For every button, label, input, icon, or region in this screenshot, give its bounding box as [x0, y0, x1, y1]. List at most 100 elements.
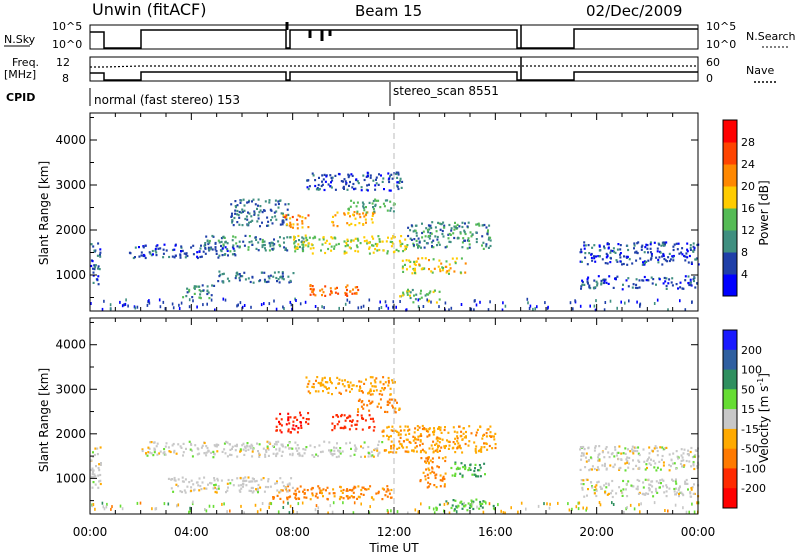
velocity-cell [432, 431, 434, 434]
power-cell [689, 244, 692, 247]
velocity-cell [159, 450, 162, 453]
power-cell [377, 199, 380, 202]
power-cell [349, 290, 352, 293]
power-cell [250, 215, 253, 218]
power-cell [359, 242, 362, 245]
power-cell [672, 254, 675, 258]
power-cell [288, 281, 291, 284]
velocity-cell [423, 450, 426, 453]
velocity-cell [348, 496, 351, 499]
power-ground-cell [103, 299, 105, 303]
velocity-cell [351, 384, 354, 387]
velocity-cell [371, 376, 374, 379]
velocity-cell [99, 463, 102, 466]
power-cell [464, 232, 467, 236]
power-cell [301, 222, 304, 225]
power-cell [672, 245, 675, 248]
velocity-cell [594, 485, 597, 488]
power-cell [181, 249, 184, 252]
velocity-cell [599, 485, 602, 488]
power-cell [333, 247, 336, 250]
velocity-cell [624, 469, 627, 472]
velocity-cell [423, 427, 426, 430]
velocity-cell [404, 450, 407, 453]
power-cell [475, 238, 478, 241]
power-cell [252, 198, 255, 201]
velocity-cell [314, 390, 317, 393]
velocity-ground-cell [111, 505, 113, 509]
power-cell [362, 174, 365, 177]
power-cell [418, 297, 421, 301]
velocity-cell [379, 381, 382, 384]
velocity-cell [349, 454, 352, 458]
velocity-cell [156, 442, 159, 445]
power-cell [206, 285, 209, 288]
velocity-cell [263, 490, 266, 493]
velocity-cell [365, 488, 368, 491]
power-cell [668, 278, 671, 281]
velocity-ground-cell [243, 511, 245, 515]
velocity-cell [149, 451, 151, 454]
velocity-cell [461, 475, 464, 479]
velocity-cell [597, 453, 600, 457]
velocity-cell [156, 453, 159, 456]
power-cell [345, 251, 348, 254]
velocity-cell [618, 445, 621, 448]
power-cell [236, 204, 239, 207]
power-cell [430, 270, 433, 273]
velocity-cell [581, 452, 583, 455]
power-cell [635, 283, 638, 286]
velocity-cell [483, 433, 486, 436]
velocity-cell [479, 425, 482, 429]
power-cell [481, 235, 484, 238]
velocity-cell [338, 450, 341, 453]
velocity-cell [443, 428, 446, 432]
velocity-ground-cell [639, 510, 641, 514]
power-cell [193, 285, 196, 288]
power-cell [435, 230, 438, 233]
power-cell [244, 217, 247, 221]
power-cell [333, 245, 336, 248]
power-cell [681, 247, 684, 250]
velocity-cell [331, 393, 333, 396]
power-cell [397, 171, 400, 174]
power-cell [273, 271, 276, 274]
velocity-cell [264, 455, 267, 458]
power-cell [330, 290, 332, 293]
power-cell [241, 224, 244, 227]
velocity-ground-cell [297, 502, 300, 506]
velocity-cell [398, 446, 401, 449]
power-cell [665, 277, 668, 280]
velocity-cell [489, 425, 492, 428]
velocity-cell [655, 469, 658, 472]
power-ground-cell [289, 300, 292, 304]
velocity-cell [267, 454, 270, 457]
power-colorbar-tick-label: 20 [741, 180, 755, 193]
velocity-cell [355, 447, 358, 450]
power-cell [309, 284, 312, 287]
velocity-cell [278, 491, 281, 494]
velocity-ground-cell [119, 504, 122, 508]
velocity-cell [214, 490, 217, 494]
power-cell [330, 186, 333, 189]
velocity-ground-cell [612, 503, 615, 506]
velocity-cell [327, 391, 330, 394]
power-cell [306, 186, 309, 189]
power-cell [609, 261, 612, 264]
power-ground-cell [127, 304, 129, 308]
power-cell [478, 224, 481, 227]
velocity-cell [245, 484, 248, 487]
power-cell [587, 244, 590, 247]
velocity-cell [386, 485, 389, 488]
power-cell [185, 253, 188, 256]
power-cell [627, 277, 630, 280]
power-cell [600, 282, 603, 285]
power-ground-cell [529, 304, 532, 308]
power-cell [349, 215, 351, 218]
power-cell [693, 248, 696, 251]
power-cell [414, 229, 417, 232]
power-ground-cell [241, 305, 244, 309]
velocity-cell [296, 449, 299, 452]
velocity-cell [354, 449, 357, 452]
power-cell [366, 171, 369, 174]
